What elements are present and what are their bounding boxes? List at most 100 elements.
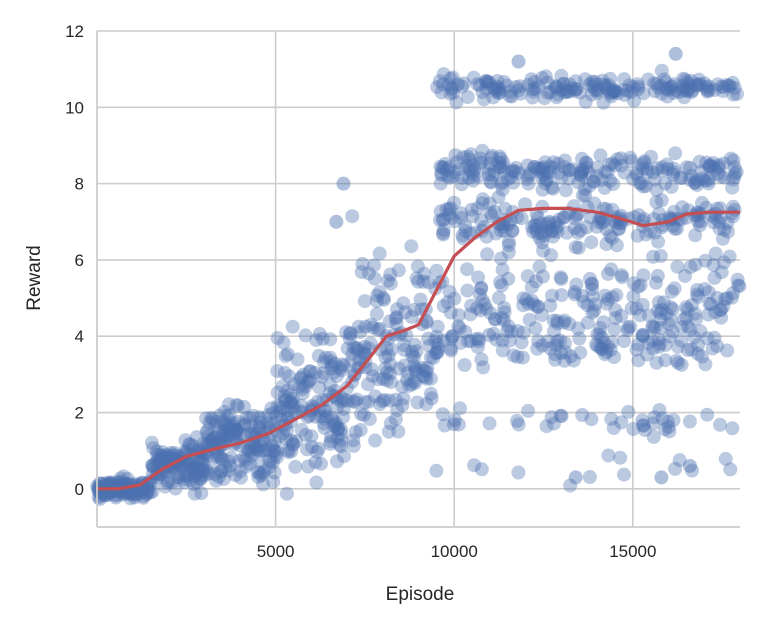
scatter-point [430, 80, 445, 95]
scatter-point [693, 324, 708, 339]
scatter-point [567, 221, 582, 236]
scatter-point [243, 419, 258, 433]
scatter-point [237, 399, 251, 414]
scatter-point [542, 165, 557, 180]
scatter-point [495, 219, 510, 234]
scatter-point [465, 209, 480, 224]
scatter-point [421, 275, 436, 290]
scatter-point [346, 433, 361, 448]
scatter-point [608, 311, 623, 326]
scatter-point [651, 295, 666, 310]
scatter-point [663, 312, 678, 327]
scatter-point [497, 313, 512, 328]
scatter-point [315, 331, 330, 346]
scatter-point [201, 429, 216, 444]
scatter-point [261, 460, 276, 475]
scatter-point [416, 274, 431, 289]
scatter-point [554, 170, 569, 185]
scatter-point [683, 260, 698, 275]
scatter-point [532, 259, 547, 274]
scatter-point [466, 70, 481, 85]
scatter-point [301, 459, 316, 474]
scatter-point [550, 316, 565, 331]
scatter-point [493, 160, 508, 175]
scatter-point [558, 345, 573, 359]
scatter-point [506, 348, 521, 363]
y-tick-label: 8 [75, 175, 84, 194]
scatter-point [700, 331, 715, 346]
scatter-point [569, 82, 584, 97]
y-tick-label: 10 [65, 98, 84, 117]
scatter-point [536, 160, 551, 175]
scatter-point [225, 422, 240, 437]
scatter-point [568, 74, 583, 89]
scatter-point [423, 371, 438, 386]
scatter-point [461, 334, 476, 348]
scatter-point [492, 85, 507, 100]
scatter-point [233, 427, 248, 441]
scatter-point [653, 312, 668, 327]
scatter-point [589, 219, 604, 234]
scatter-point [519, 292, 534, 307]
scatter-point [334, 439, 349, 454]
scatter-point [451, 319, 466, 334]
scatter-point [294, 370, 309, 385]
scatter-point [442, 202, 457, 217]
scatter-point [165, 475, 179, 490]
scatter-point [152, 453, 167, 468]
scatter-point [666, 85, 681, 100]
scatter-point [711, 160, 726, 175]
scatter-point [487, 82, 502, 97]
scatter-point [543, 341, 558, 356]
scatter-point [445, 329, 460, 344]
scatter-point [603, 85, 618, 100]
scatter-point [583, 210, 598, 225]
scatter-point [270, 398, 285, 413]
scatter-point [447, 214, 462, 229]
scatter-point [641, 335, 656, 350]
scatter-point [435, 407, 450, 422]
scatter-point [646, 341, 661, 356]
scatter-point [221, 418, 236, 433]
scatter-point [152, 448, 167, 463]
scatter-point [345, 347, 360, 362]
scatter-point [598, 80, 613, 95]
scatter-point [104, 475, 118, 490]
scatter-point [666, 167, 681, 182]
scatter-point [185, 462, 200, 477]
scatter-point [525, 219, 539, 234]
scatter-point [323, 436, 337, 451]
scatter-point [200, 437, 214, 452]
scatter-point [603, 71, 618, 86]
scatter-point [255, 465, 270, 480]
scatter-point [457, 76, 471, 91]
scatter-point [723, 151, 738, 166]
scatter-point [196, 457, 211, 472]
scatter-point [484, 175, 499, 190]
scatter-point [567, 285, 582, 299]
scatter-point [326, 413, 341, 428]
scatter-point [637, 154, 652, 169]
scatter-point [599, 222, 614, 237]
scatter-point [119, 486, 134, 501]
scatter-point [557, 313, 572, 328]
scatter-point [679, 83, 694, 98]
scatter-point [242, 410, 257, 425]
scatter-point [490, 74, 505, 88]
scatter-point [472, 78, 487, 93]
scatter-point [400, 366, 415, 380]
scatter-point [562, 317, 577, 331]
scatter-point [296, 367, 311, 382]
scatter-point [442, 284, 457, 299]
scatter-point [671, 339, 686, 354]
scatter-point [263, 454, 278, 469]
scatter-point [482, 162, 496, 177]
scatter-point [462, 163, 477, 178]
scatter-point [710, 290, 725, 305]
scatter-point [646, 429, 661, 444]
scatter-point [504, 89, 519, 104]
scatter-point [104, 480, 119, 495]
scatter-point [361, 377, 376, 392]
scatter-point [409, 344, 424, 359]
scatter-point [691, 338, 706, 352]
